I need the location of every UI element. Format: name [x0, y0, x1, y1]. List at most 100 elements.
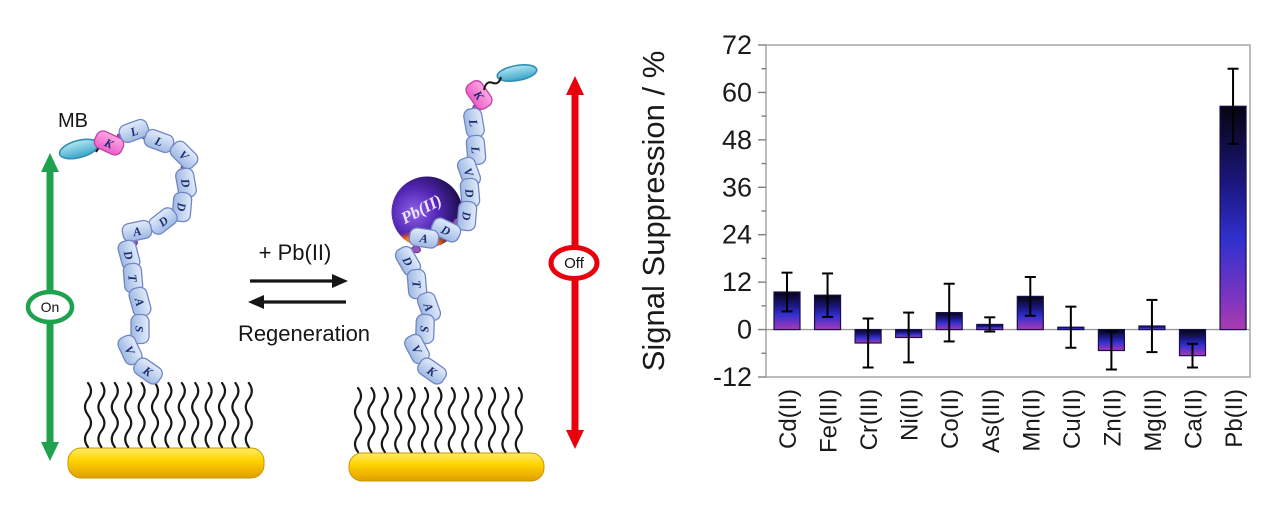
bead-letter: D: [462, 187, 477, 198]
bead-letter: A: [131, 224, 143, 240]
x-tick-label-Ni(II): Ni(II): [897, 389, 924, 441]
amino-acid-bead-K-0: K: [93, 130, 125, 156]
bead-letter: T: [409, 280, 424, 289]
x-tick-label-Mg(II): Mg(II): [1140, 389, 1167, 452]
x-tick-label-Co(II): Co(II): [937, 389, 964, 449]
bead-capsule: [121, 219, 153, 243]
sam-layer-right: [353, 386, 523, 454]
mb-tether-right: [483, 76, 502, 91]
bead-letter: L: [468, 145, 483, 155]
x-tick-label-Pb(II): Pb(II): [1221, 389, 1248, 448]
y-tick-label: -12: [713, 362, 752, 392]
bead-letter: D: [174, 201, 189, 212]
sam-thiol-squiggle: [434, 386, 443, 454]
amino-acid-bead-L-1: L: [118, 118, 150, 144]
sam-thiol-squiggle: [461, 386, 470, 454]
bead-letter: D: [459, 210, 474, 221]
amino-acid-bead-S-11: S: [130, 313, 150, 345]
on-state-arrow: On: [25, 153, 75, 461]
x-tick-label-Cr(III): Cr(III): [856, 389, 883, 450]
sam-thiol-squiggle: [164, 381, 173, 449]
bead-capsule: [408, 227, 440, 249]
bead-capsule: [417, 357, 447, 385]
y-tick-label: 0: [737, 315, 752, 345]
reverse-arrow-head-icon: [248, 295, 264, 309]
methylene-blue-tag-right: [496, 64, 538, 82]
amino-acid-bead-V-12: V: [117, 334, 143, 366]
sam-thiol-squiggle: [487, 386, 497, 454]
sam-thiol-squiggle: [380, 386, 389, 454]
bead-letter: S: [417, 325, 431, 332]
selectivity-bar-chart: Signal Suppression / % -12 0 12 24 36 48 60 72 C…: [640, 30, 1251, 453]
sam-thiol-squiggle: [514, 386, 523, 454]
sam-thiol-squiggle: [217, 381, 227, 449]
amino-acid-bead-K-13: K: [133, 357, 163, 385]
amino-acid-bead-D-5: D: [456, 200, 478, 232]
y-tick-label: 36: [722, 172, 752, 202]
sam-layer-left: [83, 381, 253, 449]
y-axis-title: Signal Suppression / %: [640, 51, 671, 372]
sam-thiol-squiggle: [394, 386, 403, 454]
off-label: Off: [564, 255, 585, 272]
sam-thiol-squiggle: [244, 381, 253, 449]
y-tick-label: 48: [722, 125, 752, 155]
bead-letter: S: [133, 326, 147, 333]
sam-thiol-squiggle: [177, 381, 186, 449]
forward-reaction-label: + Pb(II): [259, 240, 332, 265]
sam-thiol-squiggle: [367, 386, 376, 454]
on-arrow-head-down-icon: [41, 442, 59, 461]
on-arrow-head-up-icon: [41, 153, 59, 172]
bead-letter: D: [120, 248, 136, 261]
sam-thiol-squiggle: [83, 381, 93, 449]
sam-thiol-squiggle: [501, 386, 510, 454]
bead-letter: L: [466, 117, 481, 128]
amino-acid-bead-L-1: L: [463, 107, 485, 139]
amino-acid-bead-A-10: A: [128, 286, 152, 318]
sam-thiol-squiggle: [353, 386, 363, 454]
amino-acid-bead-V-12: V: [404, 333, 430, 365]
sam-thiol-squiggle: [447, 386, 456, 454]
reaction-scheme: + Pb(II) Regeneration: [238, 240, 370, 346]
on-label: On: [41, 299, 60, 315]
amino-acid-bead-L-2: L: [143, 128, 175, 154]
sam-thiol-squiggle: [231, 381, 240, 449]
off-arrow-head-up-icon: [566, 76, 584, 95]
mb-label: MB: [58, 110, 88, 132]
x-tick-label-Cu(II): Cu(II): [1059, 389, 1086, 449]
sam-thiol-squiggle: [420, 386, 430, 454]
x-tick-label-Ca(II): Ca(II): [1181, 389, 1208, 449]
sam-thiol-squiggle: [110, 381, 119, 449]
gold-electrode-left: [67, 447, 265, 479]
sam-thiol-squiggle: [204, 381, 213, 449]
off-badge: [548, 245, 600, 281]
gold-electrode-right: [348, 452, 545, 482]
sam-thiol-squiggle: [150, 381, 160, 449]
bead-capsule: [456, 200, 478, 232]
amino-acid-bead-K-13: K: [417, 357, 447, 385]
bead-capsule: [130, 313, 150, 345]
sam-thiol-squiggle: [97, 381, 106, 449]
bead-capsule: [93, 130, 125, 156]
y-tick-label: 24: [722, 220, 752, 250]
x-tick-label-Mn(II): Mn(II): [1018, 389, 1045, 452]
amino-acid-bead-A-7: A: [408, 227, 440, 249]
off-state-arrow: Off: [548, 76, 600, 449]
chart-content: -12 0 12 24 36 48 60 72 Cd(II) Fe(III) Cr(III) Ni(I…: [713, 30, 1251, 453]
off-arrow-head-down-icon: [566, 430, 584, 449]
bead-letter: T: [125, 274, 140, 283]
bead-capsule: [118, 118, 150, 144]
sam-thiol-squiggle: [137, 381, 146, 449]
y-tick-label: 12: [722, 267, 752, 297]
bead-letter: A: [131, 295, 147, 307]
bead-capsule: [171, 191, 193, 223]
sam-thiol-squiggle: [191, 381, 200, 449]
x-tick-label-As(III): As(III): [978, 389, 1005, 453]
bead-capsule: [465, 80, 493, 110]
amino-acid-bead-D-8: D: [394, 245, 422, 277]
sam-thiol-squiggle: [407, 386, 416, 454]
y-tick-label: 60: [722, 77, 752, 107]
bead-letter: A: [418, 231, 429, 246]
